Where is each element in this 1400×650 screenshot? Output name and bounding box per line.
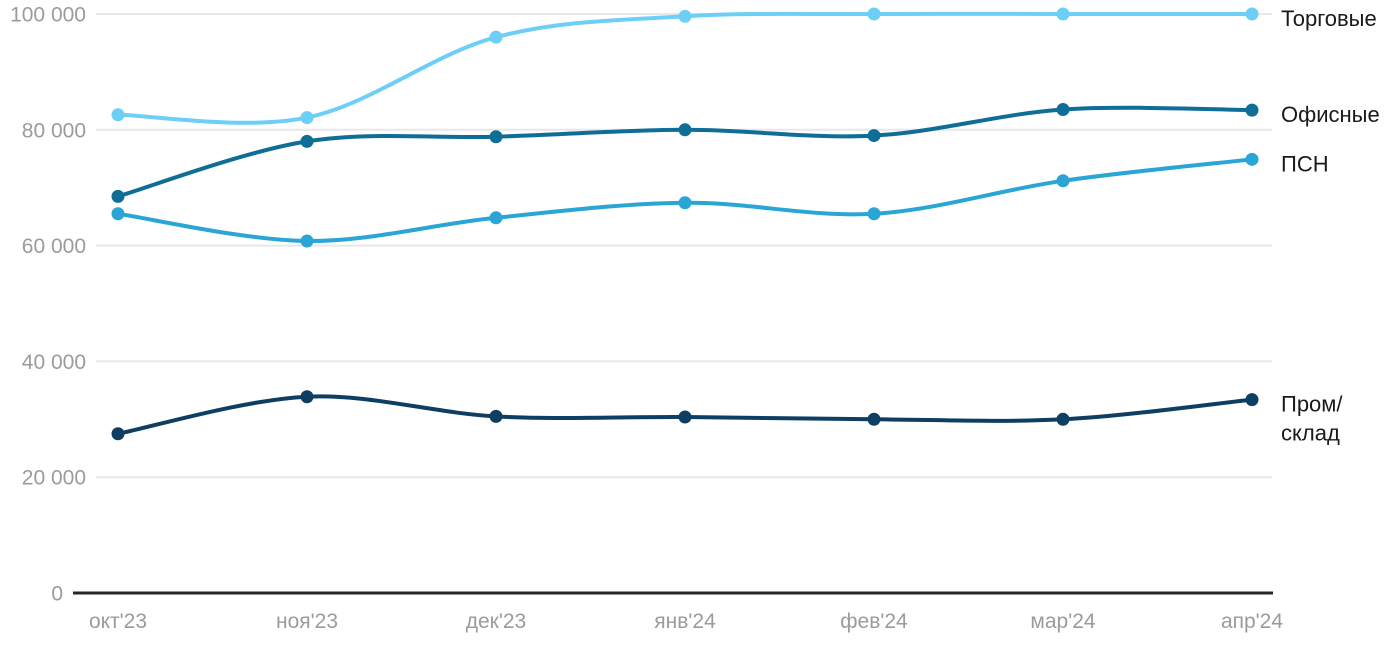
x-axis-tick-label: фев'24	[840, 610, 908, 633]
data-point-офисные[interactable]	[867, 129, 881, 143]
data-point-пром-склад[interactable]	[300, 390, 314, 404]
legend-label-офисные: Офисные	[1281, 102, 1380, 127]
data-point-офисные[interactable]	[300, 134, 314, 148]
x-axis-tick-label: мар'24	[1030, 610, 1095, 633]
data-point-торговые[interactable]	[1245, 7, 1259, 21]
legend-layer: Торговые Офисные ПСН Пром/склад	[1281, 6, 1380, 446]
y-axis-tick-label: 100 000	[10, 4, 86, 27]
legend-label-псн: ПСН	[1281, 151, 1329, 176]
data-point-псн[interactable]	[111, 207, 125, 221]
data-point-офисные[interactable]	[1245, 103, 1259, 117]
series-псн	[111, 152, 1259, 248]
data-point-офисные[interactable]	[678, 123, 692, 137]
data-point-торговые[interactable]	[678, 9, 692, 23]
y-axis-tick-label: 0	[51, 583, 63, 606]
data-point-псн[interactable]	[678, 196, 692, 210]
data-point-торговые[interactable]	[867, 7, 881, 21]
data-point-псн[interactable]	[300, 234, 314, 248]
data-point-пром-склад[interactable]	[1245, 393, 1259, 407]
data-point-торговые[interactable]	[489, 30, 503, 44]
y-axis-tick-label: 80 000	[22, 119, 86, 142]
data-point-офисные[interactable]	[489, 130, 503, 144]
data-point-псн[interactable]	[1056, 174, 1070, 188]
data-point-псн[interactable]	[1245, 152, 1259, 166]
data-point-псн[interactable]	[489, 211, 503, 225]
data-point-пром-склад[interactable]	[867, 412, 881, 426]
x-axis-tick-label: ноя'23	[276, 610, 338, 633]
x-axis-tick-label: окт'23	[89, 610, 147, 633]
legend-label-торговые: Торговые	[1281, 6, 1377, 31]
y-axis-labels-layer: 0 20 000 40 000 60 000 80 000 100 000	[10, 4, 86, 606]
data-point-торговые[interactable]	[111, 108, 125, 122]
data-point-торговые[interactable]	[1056, 7, 1070, 21]
gridlines-layer	[96, 13, 1272, 479]
y-axis-tick-label: 20 000	[22, 467, 86, 490]
series-lines-layer	[111, 7, 1259, 441]
series-офисные	[111, 103, 1259, 203]
x-axis-tick-label: янв'24	[654, 610, 716, 633]
y-axis-tick-label: 60 000	[22, 235, 86, 258]
data-point-псн[interactable]	[867, 207, 881, 221]
data-point-пром-склад[interactable]	[678, 410, 692, 424]
x-axis-tick-label: дек'23	[466, 610, 527, 633]
data-point-пром-склад[interactable]	[111, 427, 125, 441]
data-point-офисные[interactable]	[1056, 103, 1070, 117]
series-пром-склад	[111, 390, 1259, 441]
series-торговые	[111, 7, 1259, 125]
data-point-пром-склад[interactable]	[489, 409, 503, 423]
series-line-торговые	[116, 11, 1254, 125]
y-axis-tick-label: 40 000	[22, 351, 86, 374]
data-point-офисные[interactable]	[111, 189, 125, 203]
data-point-торговые[interactable]	[300, 111, 314, 125]
data-point-пром-склад[interactable]	[1056, 412, 1070, 426]
legend-label-пром-склад: Пром/склад	[1281, 392, 1343, 446]
x-axis-tick-label: апр'24	[1221, 610, 1283, 633]
x-axis-labels-layer: окт'23 ноя'23 дек'23 янв'24 фев'24 мар'24 апр'…	[89, 610, 1283, 633]
